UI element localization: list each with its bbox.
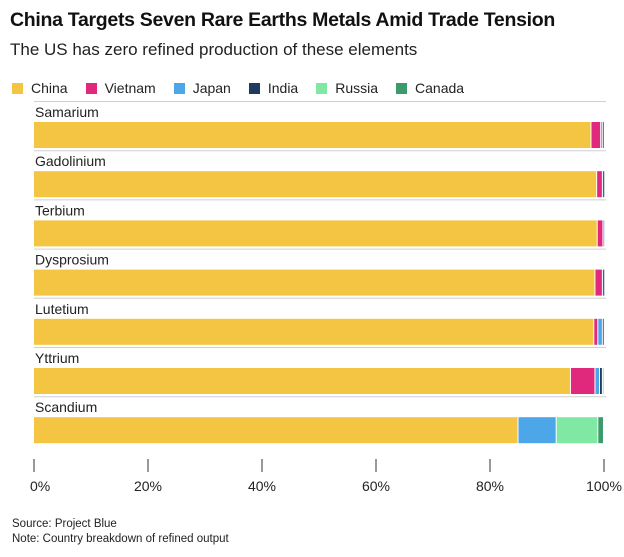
bar-gadolinium-china	[34, 171, 597, 198]
bar-samarium-china	[34, 122, 591, 148]
legend-label-canada: Canada	[415, 80, 465, 96]
bar-scandium-russia	[556, 417, 598, 444]
bar-scandium-china	[34, 417, 518, 444]
legend-swatch-japan	[173, 82, 185, 94]
x-tick-label: 40%	[248, 478, 276, 494]
legend-label-china: China	[31, 80, 68, 96]
bar-lutetium-japan	[598, 318, 602, 345]
category-label-scandium: Scandium	[35, 399, 97, 415]
legend-label-japan: Japan	[192, 80, 231, 96]
bar-lutetium-vietnam	[594, 318, 598, 345]
legend-item-india: India	[248, 80, 299, 96]
bar-terbium-vietnam	[597, 220, 603, 247]
legend-swatch-russia	[316, 82, 328, 94]
legend-swatch-vietnam	[85, 82, 97, 94]
bar-samarium-japan	[601, 122, 602, 148]
bar-lutetium-china	[34, 318, 594, 345]
chart-title: China Targets Seven Rare Earths Metals A…	[10, 9, 555, 31]
bar-terbium-china	[34, 220, 597, 247]
legend-swatch-canada	[396, 82, 408, 94]
legend-swatch-india	[248, 82, 260, 94]
legend-label-india: India	[267, 80, 299, 96]
category-label-dysprosium: Dysprosium	[35, 252, 109, 268]
source-note: Source: Project Blue	[12, 518, 117, 530]
bar-yttrium-japan	[595, 368, 600, 394]
legend-label-vietnam: Vietnam	[104, 80, 156, 96]
legend-item-vietnam: Vietnam	[85, 80, 156, 96]
x-tick-label: 80%	[476, 478, 504, 494]
legend-swatch-china	[12, 82, 23, 94]
x-tick-label: 20%	[134, 478, 162, 494]
chart-legend: China Vietnam Japan India Russia Canada	[12, 78, 482, 98]
bar-terbium-japan	[603, 220, 605, 247]
legend-item-russia: Russia	[316, 80, 378, 96]
bar-gadolinium-india	[603, 171, 605, 198]
category-label-yttrium: Yttrium	[35, 350, 79, 366]
legend-label-russia: Russia	[335, 80, 379, 96]
category-label-gadolinium: Gadolinium	[35, 153, 106, 169]
bar-yttrium-china	[34, 368, 570, 394]
legend-item-japan: Japan	[173, 80, 231, 96]
bar-dysprosium-india	[603, 269, 605, 296]
bar-samarium-vietnam	[591, 122, 601, 148]
x-tick-label: 0%	[30, 478, 50, 494]
bar-dysprosium-japan	[602, 269, 604, 296]
bar-gadolinium-japan	[602, 171, 604, 198]
bar-gadolinium-vietnam	[597, 171, 602, 198]
bar-yttrium-india	[600, 368, 602, 394]
category-label-lutetium: Lutetium	[35, 301, 89, 317]
x-tick-label: 100%	[586, 478, 622, 494]
bar-dysprosium-vietnam	[595, 269, 602, 296]
bar-dysprosium-china	[34, 269, 595, 296]
bar-lutetium-india	[602, 318, 604, 345]
bar-samarium-india	[602, 122, 604, 148]
chart-subtitle: The US has zero refined production of th…	[10, 40, 418, 59]
bar-yttrium-vietnam	[570, 368, 595, 394]
bar-scandium-japan	[518, 417, 556, 444]
category-label-samarium: Samarium	[35, 104, 99, 120]
legend-item-china: China	[12, 80, 68, 96]
legend-item-canada: Canada	[396, 80, 464, 96]
x-tick-label: 60%	[362, 478, 390, 494]
bar-yttrium-russia	[602, 368, 604, 394]
bar-scandium-canada	[598, 417, 603, 444]
footnote-note: Note: Country breakdown of refined outpu…	[12, 533, 229, 545]
category-label-terbium: Terbium	[35, 202, 85, 218]
